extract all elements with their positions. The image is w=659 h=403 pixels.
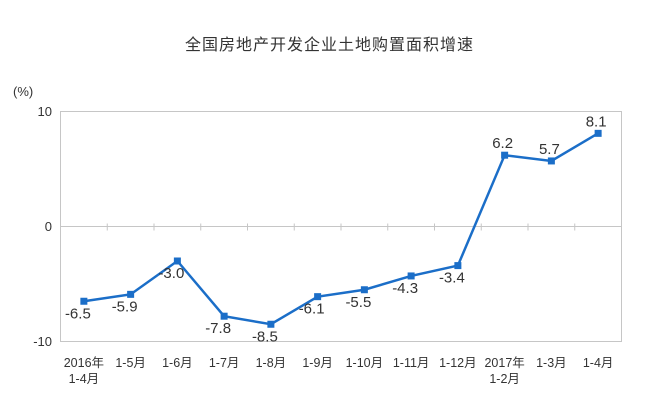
data-point [594,129,602,137]
data-point [173,257,181,265]
data-label: -4.3 [392,280,418,297]
data-point [314,293,322,301]
x-tick-label: 1-3月 [536,356,567,370]
x-tick-label: 1-4月 [583,356,614,370]
data-label: 8.1 [586,113,607,130]
data-point [220,312,228,320]
x-tick-label: 2017年 1-2月 [484,356,524,386]
x-tick-label: 2016年 1-4月 [64,356,104,386]
data-point [267,320,275,328]
x-tick-label: 1-6月 [162,356,193,370]
x-tick-label: 1-7月 [209,356,240,370]
x-tick-label: 1-5月 [115,356,146,370]
data-point [501,151,509,159]
data-label: -5.9 [112,298,138,315]
x-tick-label: 1-12月 [439,356,477,370]
data-point [454,262,462,270]
data-label: -5.5 [345,294,371,311]
data-point [547,157,555,165]
chart-title: 全国房地产开发企业土地购置面积增速 [184,37,474,54]
data-label: -6.5 [65,305,91,322]
y-tick-label: 0 [45,219,52,234]
data-point [360,286,368,294]
y-tick-label: -10 [33,334,52,349]
data-point [80,297,88,305]
data-line [83,132,599,326]
data-label: -6.1 [299,301,325,318]
x-tick-label: 1-9月 [302,356,333,370]
x-tick-label: 1-8月 [256,356,287,370]
data-label: -8.5 [252,328,278,345]
data-label: 6.2 [492,135,513,152]
y-axis-unit-label: (%) [13,84,34,99]
x-tick-label: 1-10月 [346,356,384,370]
data-point [407,272,415,280]
data-label: -3.0 [158,265,184,282]
x-tick-label: 1-11月 [393,356,430,370]
data-point [127,290,135,298]
data-label: -7.8 [205,320,231,337]
data-label: -3.4 [439,270,465,287]
y-tick-label: 10 [38,104,52,119]
data-label: 5.7 [539,141,560,158]
